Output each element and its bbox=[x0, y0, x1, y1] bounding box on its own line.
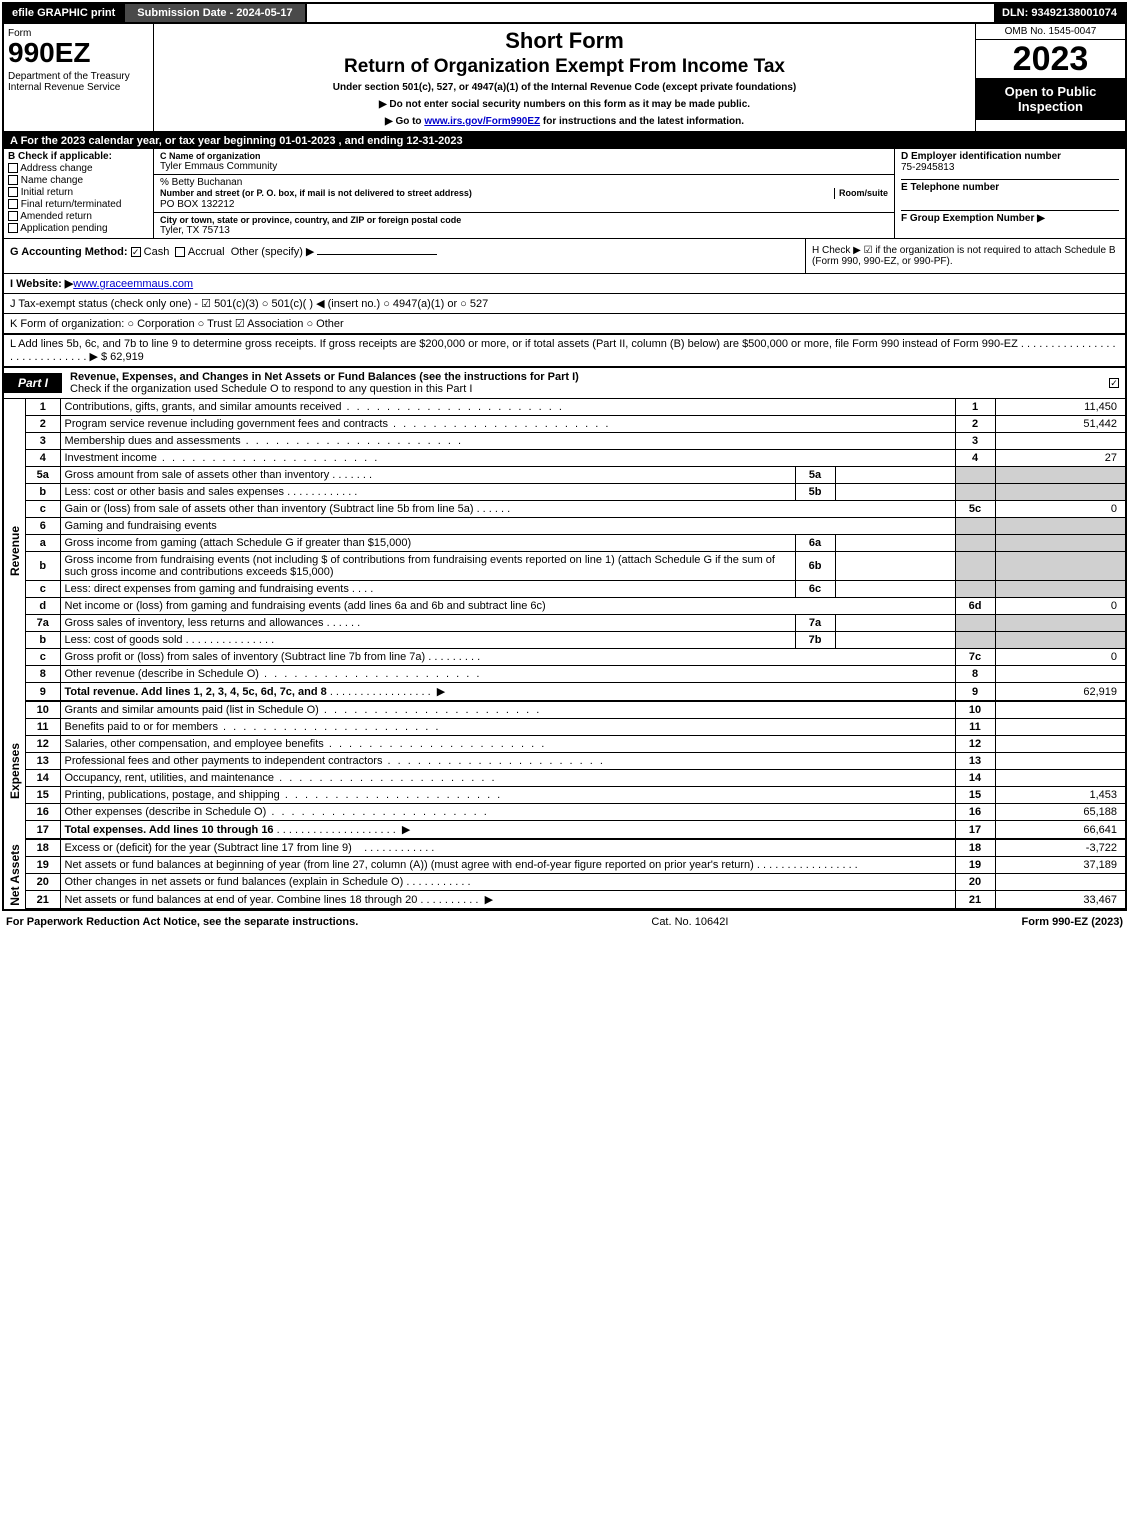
cb-final-return[interactable]: Final return/terminated bbox=[8, 199, 149, 210]
line-18: 18Excess or (deficit) for the year (Subt… bbox=[26, 840, 1125, 857]
part1-title: Revenue, Expenses, and Changes in Net As… bbox=[62, 368, 587, 398]
care-of: % Betty Buchanan bbox=[160, 177, 888, 188]
street: PO BOX 132212 bbox=[160, 199, 888, 210]
line-5c: cGain or (loss) from sale of assets othe… bbox=[26, 501, 1125, 518]
line-6b: bGross income from fundraising events (n… bbox=[26, 552, 1125, 581]
gross-receipts: 62,919 bbox=[110, 351, 144, 363]
line-6: 6Gaming and fundraising events bbox=[26, 518, 1125, 535]
line-6d: dNet income or (loss) from gaming and fu… bbox=[26, 598, 1125, 615]
line-20: 20Other changes in net assets or fund ba… bbox=[26, 874, 1125, 891]
street-label: Number and street (or P. O. box, if mail… bbox=[160, 188, 472, 198]
line-12: 12Salaries, other compensation, and empl… bbox=[26, 736, 1125, 753]
cb-amended[interactable]: Amended return bbox=[8, 211, 149, 222]
ein-header: D Employer identification number bbox=[901, 151, 1119, 162]
line-6a: aGross income from gaming (attach Schedu… bbox=[26, 535, 1125, 552]
line-19: 19Net assets or fund balances at beginni… bbox=[26, 857, 1125, 874]
ein: 75-2945813 bbox=[901, 162, 1119, 173]
org-name: Tyler Emmaus Community bbox=[160, 161, 888, 172]
form-number: 990EZ bbox=[8, 39, 149, 67]
line-17: 17Total expenses. Add lines 10 through 1… bbox=[26, 821, 1125, 840]
city: Tyler, TX 75713 bbox=[160, 225, 888, 236]
open-inspection: Open to Public Inspection bbox=[976, 78, 1125, 120]
line-7b: bLess: cost of goods sold . . . . . . . … bbox=[26, 632, 1125, 649]
line-6c: cLess: direct expenses from gaming and f… bbox=[26, 581, 1125, 598]
cb-address-change[interactable]: Address change bbox=[8, 163, 149, 174]
row-j: J Tax-exempt status (check only one) - ☑… bbox=[4, 294, 1125, 314]
group-exemption: F Group Exemption Number ▶ bbox=[901, 210, 1119, 224]
box-h: H Check ▶ ☑ if the organization is not r… bbox=[805, 239, 1125, 273]
omb-number: OMB No. 1545-0047 bbox=[976, 24, 1125, 40]
cb-initial-return[interactable]: Initial return bbox=[8, 187, 149, 198]
box-c: C Name of organization Tyler Emmaus Comm… bbox=[154, 149, 895, 238]
info-block: B Check if applicable: Address change Na… bbox=[4, 149, 1125, 239]
room-label: Room/suite bbox=[834, 188, 888, 199]
line-11: 11Benefits paid to or for members11 bbox=[26, 719, 1125, 736]
goto-note: ▶ Go to www.irs.gov/Form990EZ for instru… bbox=[160, 116, 969, 127]
line-16: 16Other expenses (describe in Schedule O… bbox=[26, 804, 1125, 821]
dln-label: DLN: 93492138001074 bbox=[994, 4, 1125, 22]
netassets-sidelabel: Net Assets bbox=[4, 840, 26, 909]
part1-checkbox[interactable]: ✓ bbox=[1109, 378, 1119, 388]
part1-tag: Part I bbox=[4, 373, 62, 393]
row-gh: G Accounting Method: ✓ Cash Accrual Othe… bbox=[4, 239, 1125, 274]
goto-post: for instructions and the latest informat… bbox=[540, 116, 744, 127]
expenses-sidelabel: Expenses bbox=[4, 702, 26, 840]
page-footer: For Paperwork Reduction Act Notice, see … bbox=[0, 913, 1129, 931]
line-21: 21Net assets or fund balances at end of … bbox=[26, 891, 1125, 909]
top-bar: efile GRAPHIC print Submission Date - 20… bbox=[4, 4, 1125, 24]
expenses-section: Expenses 10Grants and similar amounts pa… bbox=[4, 702, 1125, 840]
line-10: 10Grants and similar amounts paid (list … bbox=[26, 702, 1125, 719]
row-i: I Website: ▶www.graceemmaus.com bbox=[4, 274, 1125, 294]
part1-header: Part I Revenue, Expenses, and Changes in… bbox=[4, 367, 1125, 399]
netassets-section: Net Assets 18Excess or (deficit) for the… bbox=[4, 840, 1125, 909]
footer-right: Form 990-EZ (2023) bbox=[1022, 916, 1123, 928]
line-8: 8Other revenue (describe in Schedule O)8 bbox=[26, 666, 1125, 683]
section-a: A For the 2023 calendar year, or tax yea… bbox=[4, 133, 1125, 149]
efile-label[interactable]: efile GRAPHIC print bbox=[4, 4, 123, 22]
cb-accrual[interactable] bbox=[175, 247, 185, 257]
box-b: B Check if applicable: Address change Na… bbox=[4, 149, 154, 238]
line-7c: cGross profit or (loss) from sales of in… bbox=[26, 649, 1125, 666]
tax-year: 2023 bbox=[976, 40, 1125, 78]
footer-center: Cat. No. 10642I bbox=[358, 916, 1021, 928]
line-4: 4Investment income427 bbox=[26, 450, 1125, 467]
city-label: City or town, state or province, country… bbox=[160, 215, 888, 225]
line-5b: bLess: cost or other basis and sales exp… bbox=[26, 484, 1125, 501]
line-2: 2Program service revenue including gover… bbox=[26, 416, 1125, 433]
footer-left: For Paperwork Reduction Act Notice, see … bbox=[6, 916, 358, 928]
line-15: 15Printing, publications, postage, and s… bbox=[26, 787, 1125, 804]
revenue-sidelabel: Revenue bbox=[4, 399, 26, 702]
line-3: 3Membership dues and assessments3 bbox=[26, 433, 1125, 450]
ssn-note: ▶ Do not enter social security numbers o… bbox=[160, 99, 969, 110]
line-9: 9Total revenue. Add lines 1, 2, 3, 4, 5c… bbox=[26, 683, 1125, 702]
line-7a: 7aGross sales of inventory, less returns… bbox=[26, 615, 1125, 632]
cb-name-change[interactable]: Name change bbox=[8, 175, 149, 186]
revenue-section: Revenue 1Contributions, gifts, grants, a… bbox=[4, 399, 1125, 702]
line-1: 1Contributions, gifts, grants, and simil… bbox=[26, 399, 1125, 416]
form-header: Form 990EZ Department of the Treasury In… bbox=[4, 24, 1125, 133]
dept-label: Department of the Treasury Internal Reve… bbox=[8, 71, 149, 93]
website-link[interactable]: www.graceemmaus.com bbox=[73, 278, 193, 290]
row-k: K Form of organization: ○ Corporation ○ … bbox=[4, 314, 1125, 335]
submission-date: Submission Date - 2024-05-17 bbox=[123, 4, 306, 22]
cb-pending[interactable]: Application pending bbox=[8, 223, 149, 234]
box-d: D Employer identification number 75-2945… bbox=[895, 149, 1125, 238]
line-14: 14Occupancy, rent, utilities, and mainte… bbox=[26, 770, 1125, 787]
title-return: Return of Organization Exempt From Incom… bbox=[160, 56, 969, 78]
tel-header: E Telephone number bbox=[901, 179, 1119, 193]
box-g: G Accounting Method: ✓ Cash Accrual Othe… bbox=[4, 239, 805, 273]
goto-pre: ▶ Go to bbox=[385, 116, 424, 127]
cb-cash[interactable]: ✓ bbox=[131, 247, 141, 257]
box-b-header: B Check if applicable: bbox=[8, 151, 149, 162]
irs-link[interactable]: www.irs.gov/Form990EZ bbox=[424, 116, 540, 127]
line-13: 13Professional fees and other payments t… bbox=[26, 753, 1125, 770]
subtitle: Under section 501(c), 527, or 4947(a)(1)… bbox=[160, 82, 969, 93]
row-l: L Add lines 5b, 6c, and 7b to line 9 to … bbox=[4, 335, 1125, 367]
title-short-form: Short Form bbox=[160, 28, 969, 54]
name-label: C Name of organization bbox=[160, 151, 888, 161]
line-5a: 5aGross amount from sale of assets other… bbox=[26, 467, 1125, 484]
